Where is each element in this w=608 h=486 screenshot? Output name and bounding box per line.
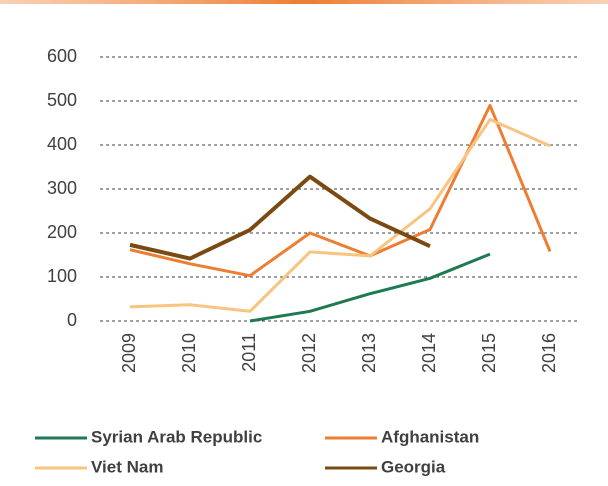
x-tick-label: 2009 <box>119 333 139 373</box>
y-tick-label: 600 <box>47 46 77 66</box>
legend-label: Viet Nam <box>91 457 163 476</box>
x-tick-label: 2011 <box>239 333 259 372</box>
x-tick-label: 2014 <box>419 333 439 373</box>
series-line <box>129 174 431 261</box>
y-tick-label: 500 <box>47 90 77 110</box>
x-tick-label: 2013 <box>359 333 379 373</box>
y-tick-label: 0 <box>67 310 77 330</box>
legend-label: Syrian Arab Republic <box>91 427 262 446</box>
x-tick-label: 2015 <box>479 333 499 373</box>
y-tick-label: 400 <box>47 134 77 154</box>
legend-label: Georgia <box>381 457 446 476</box>
y-tick-label: 200 <box>47 222 77 242</box>
y-tick-label: 100 <box>47 266 77 286</box>
y-tick-label: 300 <box>47 178 77 198</box>
legend-label: Afghanistan <box>381 427 479 446</box>
series-line <box>129 117 551 313</box>
series-line <box>129 103 552 278</box>
top-bar <box>0 0 608 4</box>
x-tick-label: 2016 <box>539 333 559 373</box>
x-tick-label: 2010 <box>179 333 199 373</box>
series-line <box>249 252 491 323</box>
x-tick-label: 2012 <box>299 333 319 373</box>
